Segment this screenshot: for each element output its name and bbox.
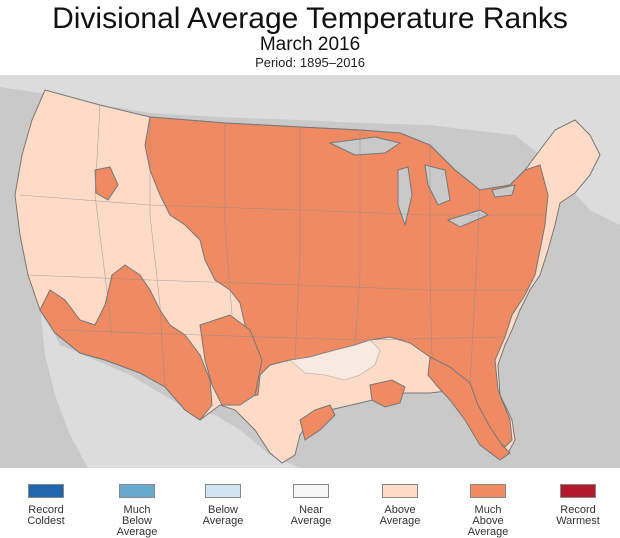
map-period: Period: 1895–2016 <box>255 55 365 70</box>
map-svg <box>0 75 620 468</box>
division-borders <box>19 104 545 388</box>
legend-item: Below Average <box>181 484 265 527</box>
legend-item: Record Warmest <box>536 484 620 527</box>
baja-land <box>40 305 100 468</box>
lake-huron <box>424 164 451 206</box>
much-above-new-mexico <box>199 314 263 406</box>
legend-label: Record Coldest <box>27 504 65 527</box>
canada-land <box>0 75 620 225</box>
map-title: Divisional Average Temperature Ranks <box>52 2 568 35</box>
much-above-southeast <box>427 356 511 461</box>
much-above-texas-coast <box>299 404 336 441</box>
legend-swatch <box>28 484 64 498</box>
legend-swatch <box>205 484 241 498</box>
legend-item: Much Above Average <box>446 484 530 538</box>
legend-item: Much Below Average <box>95 484 179 538</box>
legend: Record Coldest Much Below Average Below Av… <box>0 478 620 538</box>
near-average-region <box>289 339 381 381</box>
legend-label: Below Average <box>202 504 244 527</box>
lake-michigan <box>397 166 413 227</box>
legend-item: Near Average <box>269 484 353 527</box>
legend-swatch <box>560 484 596 498</box>
legend-label: Near Average <box>290 504 332 527</box>
much-above-idaho <box>94 166 119 201</box>
lake-superior <box>328 136 402 156</box>
legend-item: Above Average <box>358 484 442 527</box>
legend-label: Much Above Average <box>467 504 509 538</box>
lake-ontario <box>491 184 516 198</box>
much-above-southwest <box>39 264 213 421</box>
legend-item: Record Coldest <box>4 484 88 527</box>
legend-swatch <box>293 484 329 498</box>
mexico-land <box>60 345 300 468</box>
us-divisional-map <box>0 75 620 468</box>
legend-label: Much Below Average <box>116 504 158 538</box>
map-subtitle: March 2016 <box>259 34 361 55</box>
legend-label: Above Average <box>379 504 421 527</box>
legend-swatch <box>382 484 418 498</box>
much-above-louisiana <box>369 379 406 408</box>
legend-swatch <box>470 484 506 498</box>
legend-swatch <box>119 484 155 498</box>
legend-label: Record Warmest <box>556 504 600 527</box>
